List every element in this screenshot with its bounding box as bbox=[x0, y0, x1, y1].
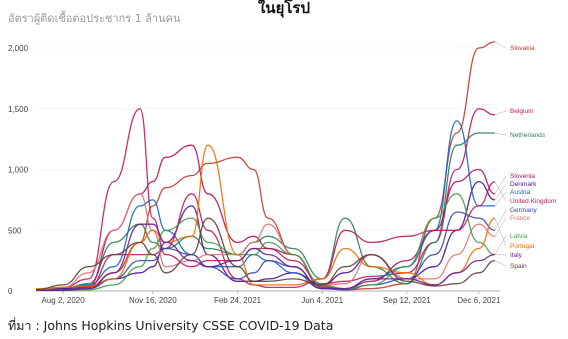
series-label: Portugal bbox=[510, 243, 535, 250]
x-tick-label: Jun 4, 2021 bbox=[301, 296, 343, 305]
series-label: Slovenia bbox=[510, 173, 535, 180]
x-tick-label: Nov 16, 2020 bbox=[129, 296, 177, 305]
label-leader bbox=[494, 181, 507, 202]
label-leader bbox=[494, 218, 507, 247]
series-label: Slovakia bbox=[510, 45, 535, 52]
label-leader bbox=[494, 175, 507, 194]
series-label: Austria bbox=[510, 189, 531, 196]
series-line-spain bbox=[35, 217, 496, 291]
series-label: Netherlands bbox=[510, 132, 546, 139]
series-label: Germany bbox=[510, 207, 537, 214]
series-label: Italy bbox=[510, 252, 523, 259]
source-note: ที่มา : Johns Hopkins University CSSE CO… bbox=[8, 318, 334, 333]
series-line-italy bbox=[36, 223, 495, 292]
series-label: Belgium bbox=[510, 108, 533, 115]
x-tick-label: Feb 24, 2021 bbox=[214, 296, 262, 305]
series-line-france bbox=[35, 193, 496, 291]
series-line-latvia bbox=[36, 193, 496, 292]
series-label: United Kingdom bbox=[510, 198, 556, 205]
x-tick-label: Sep 12, 2021 bbox=[383, 296, 431, 305]
series-label: Latvia bbox=[510, 233, 528, 240]
label-leader bbox=[494, 235, 507, 255]
series-line-netherlands bbox=[35, 132, 495, 292]
y-axis-label: อัตราผู้ติดเชื้อต่อประชากร 1 ล้านคน bbox=[8, 12, 181, 25]
series-label: Denmark bbox=[510, 181, 537, 188]
label-leader bbox=[494, 209, 507, 231]
x-tick-label: Dec 6, 2021 bbox=[457, 296, 501, 305]
label-leader bbox=[494, 41, 507, 49]
y-tick-label: 1,500 bbox=[8, 105, 29, 114]
label-leader bbox=[494, 132, 507, 136]
label-leader bbox=[494, 260, 507, 267]
label-leader bbox=[494, 191, 507, 207]
label-leader bbox=[494, 217, 507, 237]
label-leader bbox=[494, 183, 507, 201]
series-label: France bbox=[510, 215, 531, 222]
y-tick-label: 500 bbox=[8, 226, 22, 235]
y-tick-label: 0 bbox=[8, 287, 13, 296]
series-label: Spain bbox=[510, 263, 527, 270]
x-tick-label: Aug 2, 2020 bbox=[42, 296, 86, 305]
y-tick-label: 1,000 bbox=[8, 166, 29, 175]
y-tick-label: 2,000 bbox=[8, 44, 29, 53]
series-line-austria bbox=[35, 120, 495, 292]
chart-title: ในยุโรป bbox=[257, 0, 310, 17]
line-chart: 0 500 1,000 1,500 2,000 Aug 2, 2020 Nov 16, 2… bbox=[8, 41, 556, 305]
label-leader bbox=[494, 110, 507, 116]
series-line-germany bbox=[35, 211, 496, 292]
